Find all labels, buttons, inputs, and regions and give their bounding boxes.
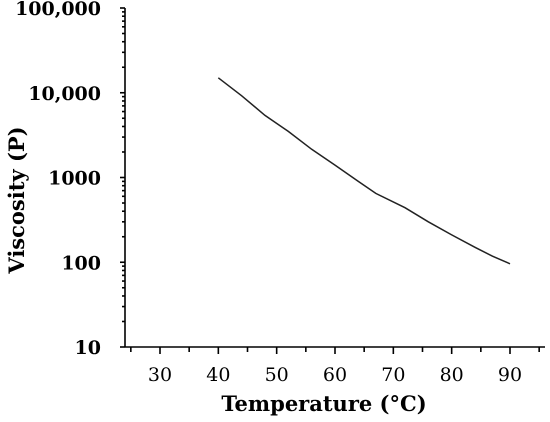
viscosity-series-line [217, 77, 511, 265]
x-tick-label: 50 [265, 364, 289, 386]
x-tick-label: 60 [323, 364, 347, 386]
x-tick-label: 70 [381, 364, 405, 386]
y-tick-label: 10 [75, 337, 101, 359]
y-ticks: 10 100 1000 10,000 100,000 [15, 0, 125, 359]
y-tick-label: 1000 [48, 168, 101, 190]
x-tick-label: 30 [148, 364, 172, 386]
x-ticks: 30 40 50 60 70 80 90 [130, 347, 540, 386]
axes [124, 8, 545, 348]
y-axis-title: Viscosity (P) [4, 126, 29, 274]
x-axis-title: Temperature (°C) [221, 391, 426, 416]
y-tick-label: 10,000 [28, 83, 101, 105]
plot-area [217, 77, 511, 265]
x-tick-label: 80 [440, 364, 464, 386]
x-tick-label: 90 [498, 364, 522, 386]
x-tick-label: 40 [206, 364, 230, 386]
y-tick-label: 100,000 [15, 0, 101, 20]
y-tick-label: 100 [61, 252, 101, 274]
